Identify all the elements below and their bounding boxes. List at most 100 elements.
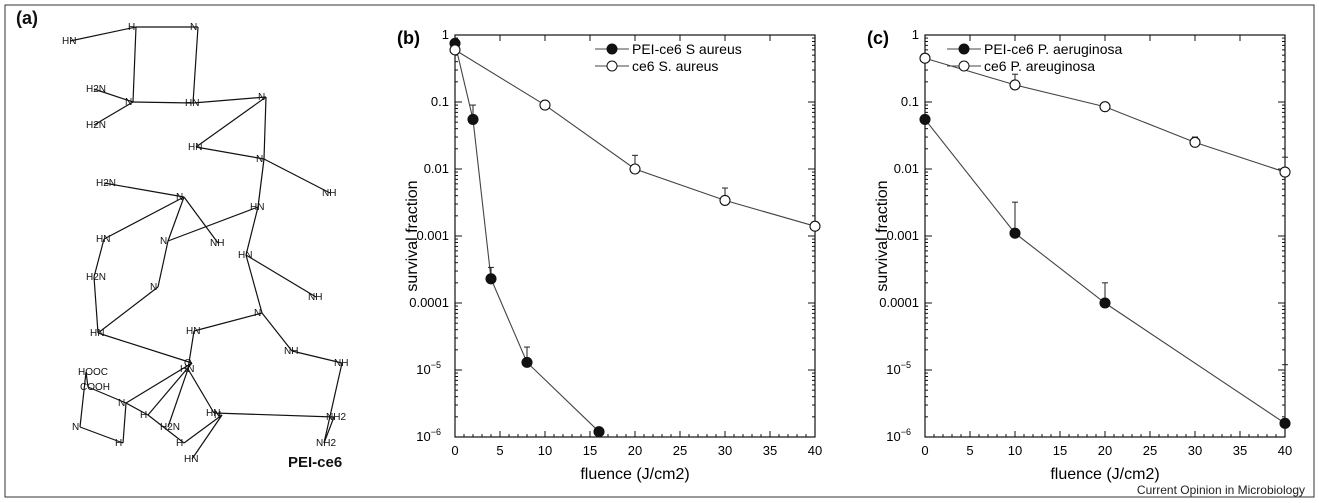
y-tick-label: 10−6 <box>886 427 911 444</box>
x-tick-label: 20 <box>1098 443 1112 458</box>
atom-label: O <box>184 358 192 369</box>
atom-label: N <box>118 398 125 409</box>
molecule-bond <box>79 426 124 444</box>
x-tick-label: 0 <box>451 443 458 458</box>
series-line <box>924 119 1286 424</box>
legend-marker <box>958 43 970 55</box>
atom-label: NH <box>334 358 348 369</box>
molecule-label: PEI-ce6 <box>288 454 343 471</box>
atom-label: H <box>140 410 147 421</box>
filled-point <box>1279 417 1291 429</box>
molecule-bond <box>167 368 189 428</box>
atom-label: NH <box>210 238 224 249</box>
chart-c: (c) 0 5 10 15 20 25 30 35 40 1 0.1 0.01 0.001 0.0001 10… <box>867 27 1292 483</box>
molecule-bond <box>79 371 87 428</box>
atom-label: H2N <box>86 120 106 131</box>
atom-label: HN <box>186 326 200 337</box>
chart-b: (b) 0 5 10 15 20 25 30 35 40 1 0.1 0.01 0.001 0.0001 10… <box>397 27 822 483</box>
y-tick-label: 0.01 <box>424 161 449 176</box>
x-tick-label: 10 <box>538 443 552 458</box>
journal-footer: Current Opinion in Microbiology <box>1136 483 1305 497</box>
atom-label: HN <box>96 234 110 245</box>
legend-label: ce6 S. aureus <box>632 58 718 74</box>
x-tick-label: 5 <box>966 443 973 458</box>
x-tick-label: 35 <box>763 443 777 458</box>
legend-label: PEI-ce6 P. aeruginosa <box>984 41 1122 57</box>
series-line <box>454 43 600 433</box>
molecule-bond <box>93 88 134 103</box>
pei-ce6-structure: HNH NH2NNH2NHNNHNNH2NNNHNHHNHNNH2NNHNHNNH… <box>62 22 348 465</box>
y-tick-label: 0.0001 <box>879 295 919 310</box>
atom-label: COOH <box>80 382 110 393</box>
atom-label: N <box>160 236 167 247</box>
atom-label: H <box>115 438 122 449</box>
molecule-bond <box>167 206 259 242</box>
x-tick-label: 40 <box>808 443 822 458</box>
x-tick-label: 10 <box>1008 443 1022 458</box>
atom-label: NH2 <box>326 412 346 423</box>
molecule-bond <box>103 196 185 240</box>
molecule-bond <box>167 196 185 242</box>
y-tick-label: 0.0001 <box>409 295 449 310</box>
open-point <box>719 194 731 206</box>
y-tick-label: 10−5 <box>416 360 441 377</box>
y-axis-label: survival fraction <box>874 180 891 291</box>
x-tick-label: 25 <box>673 443 687 458</box>
molecule-bond <box>257 158 265 208</box>
molecule-bond <box>87 386 127 404</box>
molecule-bond <box>125 402 149 416</box>
series-line <box>454 49 816 227</box>
atom-label: HN <box>90 328 104 339</box>
open-point <box>1099 101 1111 113</box>
molecule-bond <box>97 286 159 334</box>
molecule-bond <box>263 158 331 194</box>
atom-label: N <box>214 410 221 421</box>
molecule-bond <box>103 182 185 198</box>
x-tick-label: 15 <box>1053 443 1067 458</box>
atom-label: NH <box>308 292 322 303</box>
plot-area <box>924 34 1286 438</box>
molecule-bond <box>192 96 267 104</box>
open-point <box>449 44 461 56</box>
filled-point <box>593 426 605 438</box>
atom-label: N <box>125 97 132 108</box>
atom-label: N <box>258 92 265 103</box>
molecule-bond <box>125 362 193 404</box>
x-tick-label: 20 <box>628 443 642 458</box>
atom-label: H2N <box>86 272 106 283</box>
molecule-bond <box>132 101 194 104</box>
filled-point <box>1009 227 1021 239</box>
x-tick-label: 30 <box>1188 443 1202 458</box>
atom-label: N <box>256 154 263 165</box>
y-tick-label: 0.1 <box>431 94 449 109</box>
legend-marker <box>958 60 970 72</box>
panel-letter: (c) <box>867 28 889 48</box>
open-point <box>919 52 931 64</box>
y-tick-label: 0.01 <box>894 161 919 176</box>
molecule-bond <box>69 26 137 42</box>
atom-label: HN <box>188 142 202 153</box>
atom-label: N <box>176 192 183 203</box>
molecule-bond <box>122 402 127 444</box>
series-line <box>924 57 1286 173</box>
molecule-bond <box>147 414 185 444</box>
x-tick-label: 40 <box>1278 443 1292 458</box>
panel-a-letter: (a) <box>16 8 38 28</box>
atom-label: NH2 <box>316 438 336 449</box>
y-tick-label: 1 <box>912 27 919 42</box>
atom-label: HOOC <box>78 367 108 378</box>
molecule-bond <box>97 332 193 364</box>
open-point <box>1189 136 1201 148</box>
atom-label: H2N <box>96 178 116 189</box>
legend-marker <box>606 60 618 72</box>
molecule-bond <box>132 26 137 103</box>
molecule-bond <box>183 414 223 444</box>
molecule-bond <box>195 146 265 160</box>
molecule-bond <box>263 96 267 160</box>
atom-label: HN <box>206 408 220 419</box>
x-tick-label: 30 <box>718 443 732 458</box>
y-tick-label: 10−6 <box>416 427 441 444</box>
plot-area <box>454 34 816 438</box>
x-tick-label: 25 <box>1143 443 1157 458</box>
molecule-bond <box>195 96 267 148</box>
